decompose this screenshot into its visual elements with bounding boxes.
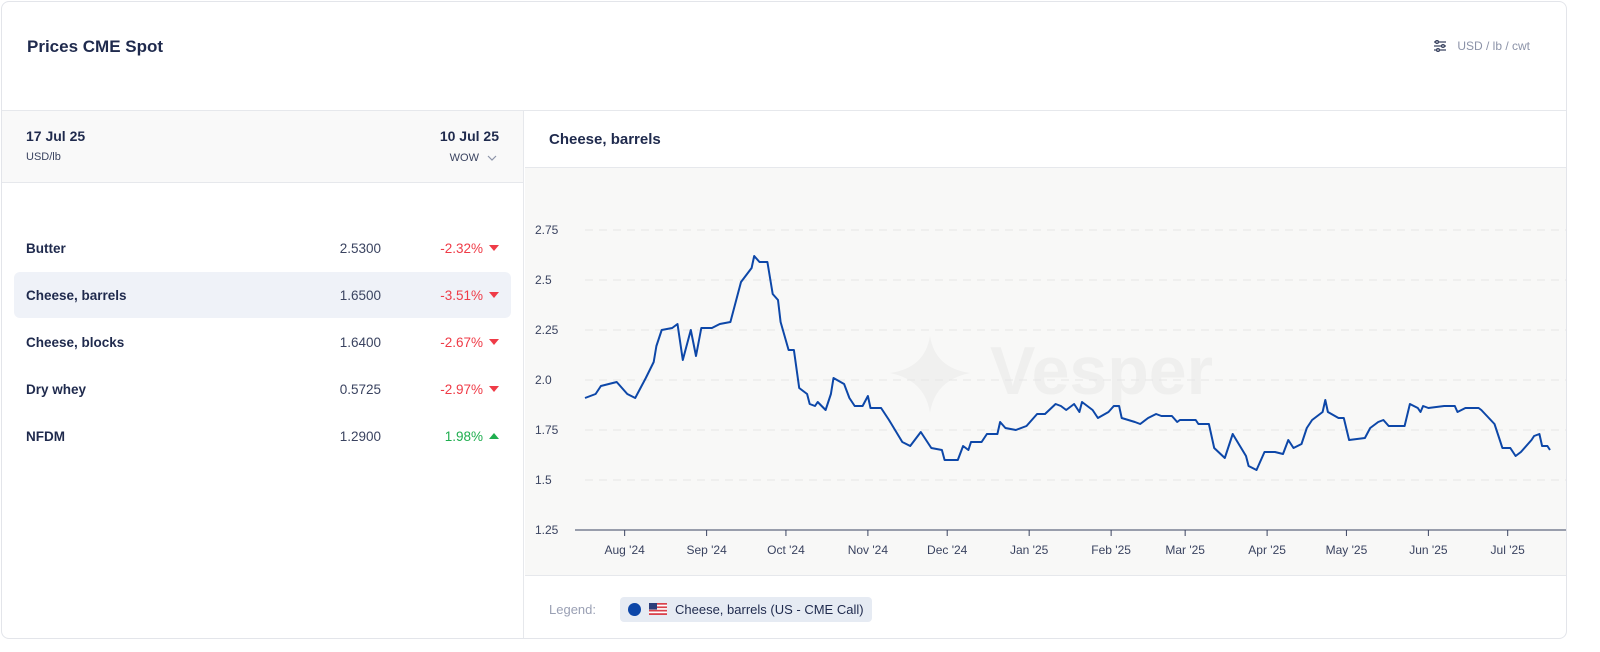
x-tick-label: Oct '24: [767, 543, 805, 557]
price-change: -2.97%: [440, 381, 483, 397]
price-change: -3.51%: [440, 287, 483, 303]
triangle-down-icon: [489, 292, 499, 298]
chart-title: Cheese, barrels: [549, 131, 661, 148]
unit-label: USD/lb: [26, 151, 61, 163]
commodity-name: Cheese, blocks: [26, 334, 125, 350]
current-date: 17 Jul 25: [26, 128, 86, 144]
x-tick-label: May '25: [1326, 543, 1368, 557]
legend: Legend: Cheese, barrels (US - CME Call): [525, 577, 1566, 638]
line-chart: Vesper 1.25 1.5 1.75 2.0 2.25 2.5 2.75 Aug '24 Se…: [535, 223, 1566, 557]
price-change: 1.98%: [444, 428, 483, 444]
page-title: Prices CME Spot: [27, 37, 164, 56]
series-line: [584, 255, 1551, 471]
x-tick-label: Jun '25: [1409, 543, 1448, 557]
x-tick-label: Feb '25: [1091, 543, 1131, 557]
legend-series-label: Cheese, barrels (US - CME Call): [675, 601, 864, 617]
price-value: 0.5725: [339, 381, 381, 397]
price-value: 2.5300: [339, 240, 381, 256]
x-tick-label: Aug '24: [604, 543, 645, 557]
commodity-name: Dry whey: [26, 381, 87, 397]
price-value: 1.2900: [339, 428, 381, 444]
table-row[interactable]: Butter 2.5300 -2.32%: [14, 225, 511, 271]
chevron-down-icon: [487, 155, 497, 161]
triangle-down-icon: [489, 386, 499, 392]
x-tick-label: Jul '25: [1491, 543, 1526, 557]
y-tick-label: 2.25: [535, 323, 559, 337]
us-flag-icon: [649, 603, 667, 615]
compare-date: 10 Jul 25: [439, 128, 499, 144]
price-value: 1.6500: [339, 287, 381, 303]
commodity-name: NFDM: [26, 428, 65, 444]
sliders-icon: [1434, 40, 1447, 52]
units-selector[interactable]: USD / lb / cwt: [1433, 39, 1530, 53]
x-tick-label: Mar '25: [1165, 543, 1205, 557]
legend-item[interactable]: Cheese, barrels (US - CME Call): [620, 596, 872, 622]
y-tick-label: 1.5: [535, 473, 552, 487]
y-tick-label: 2.5: [535, 273, 552, 287]
y-tick-label: 2.0: [535, 373, 552, 387]
x-tick-label: Dec '24: [927, 543, 968, 557]
compare-mode-dropdown[interactable]: WOW: [450, 152, 497, 164]
series-color-dot: [628, 602, 641, 616]
units-label: USD / lb / cwt: [1457, 39, 1530, 53]
commodity-name: Cheese, barrels: [26, 287, 127, 303]
compare-mode-label: WOW: [449, 152, 479, 164]
legend-label: Legend:: [549, 601, 596, 617]
price-table-header: 17 Jul 25 USD/lb 10 Jul 25 WOW: [2, 111, 523, 183]
chart-panel: Cheese, barrels Vesper 1.25 1.5 1.75 2.0 2.25…: [525, 111, 1566, 638]
table-row[interactable]: Cheese, blocks 1.6400 -2.67%: [14, 319, 511, 365]
y-tick-label: 1.75: [535, 423, 559, 437]
x-tick-label: Nov '24: [848, 543, 889, 557]
x-tick-label: Jan '25: [1010, 543, 1049, 557]
triangle-up-icon: [489, 433, 499, 439]
price-table: 17 Jul 25 USD/lb 10 Jul 25 WOW Butter 2.5…: [2, 111, 524, 638]
table-row[interactable]: Dry whey 0.5725 -2.97%: [14, 366, 511, 412]
chart-area: Vesper 1.25 1.5 1.75 2.0 2.25 2.5 2.75 Aug '24 Se…: [525, 168, 1566, 576]
x-tick-label: Apr '25: [1248, 543, 1286, 557]
table-row[interactable]: Cheese, barrels 1.6500 -3.51%: [14, 272, 511, 318]
chart-header: Cheese, barrels: [525, 111, 1566, 168]
commodity-name: Butter: [26, 240, 66, 256]
triangle-down-icon: [489, 339, 499, 345]
table-row[interactable]: NFDM 1.2900 1.98%: [14, 413, 511, 459]
price-change: -2.67%: [440, 334, 483, 350]
triangle-down-icon: [489, 245, 499, 251]
x-tick-label: Sep '24: [686, 543, 727, 557]
card-header: Prices CME Spot USD / lb / cwt: [2, 2, 1566, 111]
y-tick-label: 2.75: [535, 223, 559, 237]
price-change: -2.32%: [440, 240, 483, 256]
watermark-logo: Vesper: [990, 333, 1213, 409]
prices-card: Prices CME Spot USD / lb / cwt 17 Jul 25…: [1, 1, 1567, 639]
watermark-star-icon: [890, 336, 970, 413]
price-value: 1.6400: [339, 334, 381, 350]
y-tick-label: 1.25: [535, 523, 559, 537]
